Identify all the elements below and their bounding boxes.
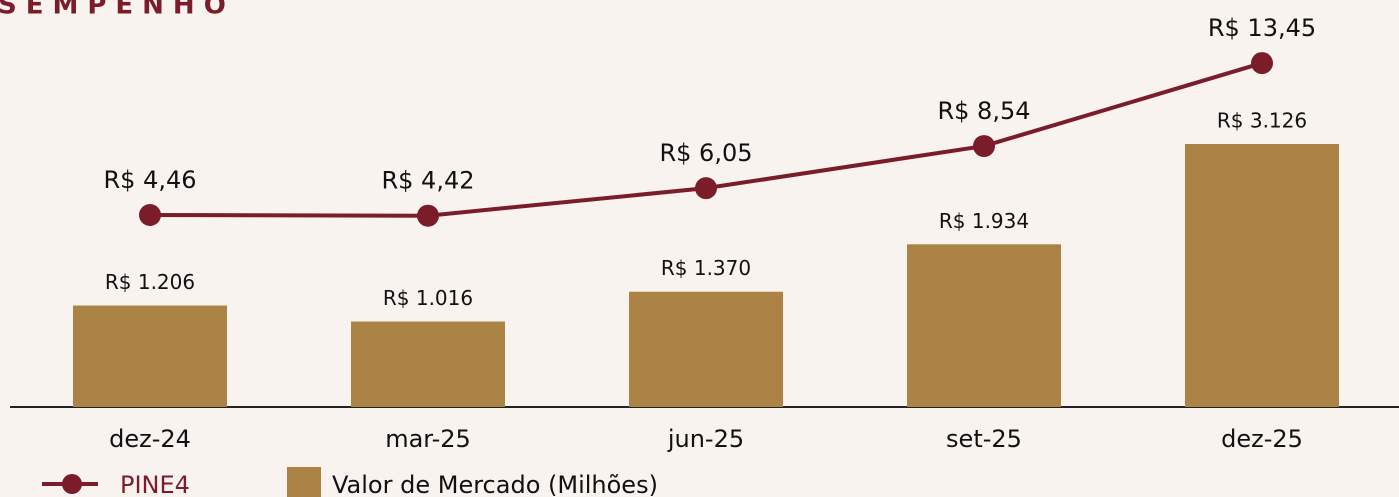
line-value-label: R$ 6,05 (659, 139, 752, 167)
bar (73, 305, 227, 407)
x-tick-label: dez-24 (109, 425, 191, 453)
legend-label: Valor de Mercado (Milhões) (332, 471, 658, 497)
line-value-label: R$ 13,45 (1208, 14, 1316, 42)
line-marker (1251, 52, 1273, 75)
legend-swatch (287, 467, 321, 497)
legend-marker (62, 474, 82, 494)
line-value-label: R$ 8,54 (937, 97, 1030, 125)
bar-value-label: R$ 1.934 (939, 209, 1029, 233)
line-marker (139, 204, 161, 227)
bar (1185, 144, 1339, 408)
bar (629, 291, 783, 407)
bar-value-label: R$ 1.206 (105, 270, 195, 294)
x-tick-label: jun-25 (667, 425, 744, 453)
line-value-label: R$ 4,42 (381, 167, 474, 195)
line-marker (973, 135, 995, 158)
x-tick-label: dez-25 (1221, 425, 1303, 453)
bar-value-label: R$ 1.370 (661, 256, 751, 280)
bar (907, 244, 1061, 407)
line-value-label: R$ 4,46 (103, 166, 196, 194)
line-marker (695, 177, 717, 200)
bar-value-label: R$ 3.126 (1217, 109, 1307, 133)
x-tick-label: set-25 (946, 425, 1022, 453)
line-marker (417, 204, 439, 227)
bar-value-label: R$ 1.016 (383, 286, 473, 310)
bar (351, 321, 505, 407)
x-tick-label: mar-25 (385, 425, 471, 453)
legend-label: PINE4 (120, 471, 190, 497)
chart-title: SEMPENHO (0, 0, 235, 21)
